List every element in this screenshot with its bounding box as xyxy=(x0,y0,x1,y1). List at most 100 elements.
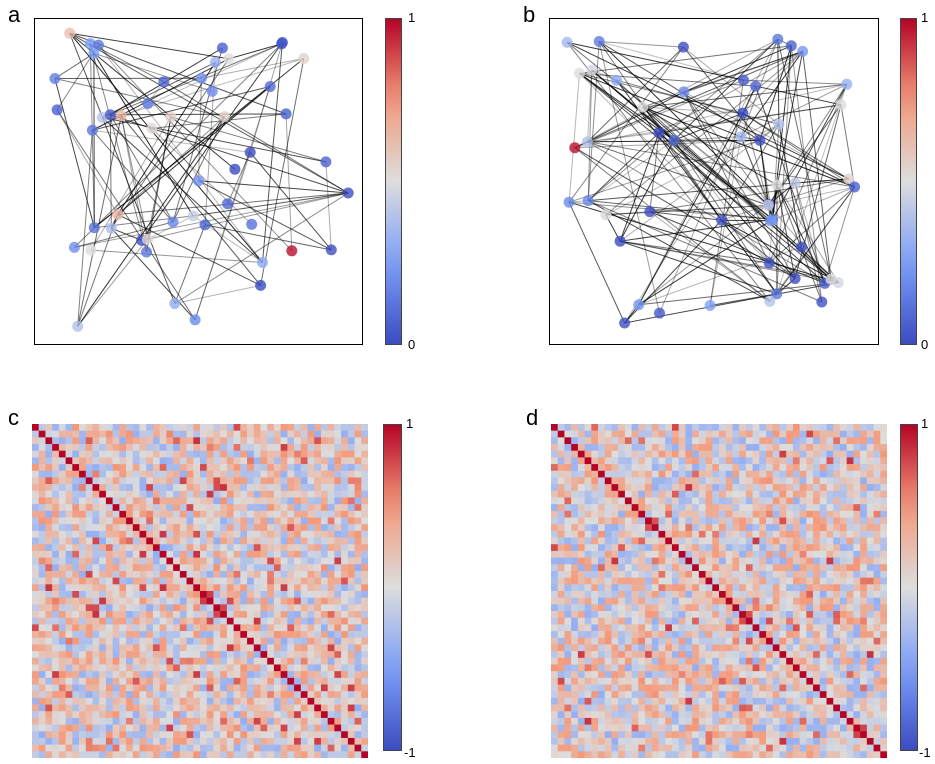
heatmap-cell xyxy=(247,644,255,652)
heatmap-cell xyxy=(267,684,275,692)
heatmap-cell xyxy=(65,577,73,585)
heatmap-cell xyxy=(752,644,760,652)
heatmap-cell xyxy=(766,530,774,538)
heatmap-cell xyxy=(193,424,201,431)
heatmap-cell xyxy=(193,631,201,639)
heatmap-cell xyxy=(584,631,592,639)
heatmap-cell xyxy=(571,577,579,585)
heatmap-cell xyxy=(139,450,147,458)
heatmap-cell xyxy=(658,530,666,538)
heatmap-cell xyxy=(624,497,632,505)
heatmap-cell xyxy=(253,671,261,679)
heatmap-cell xyxy=(280,517,288,525)
heatmap-cell xyxy=(213,637,221,645)
heatmap-cell xyxy=(577,450,585,458)
heatmap-cell xyxy=(361,677,368,685)
heatmap-cell xyxy=(880,490,887,498)
heatmap-cell xyxy=(105,530,113,538)
heatmap-cell xyxy=(752,604,760,612)
heatmap-cell xyxy=(866,497,874,505)
heatmap-cell xyxy=(307,544,315,552)
heatmap-cell xyxy=(166,524,174,532)
heatmap-cell xyxy=(159,677,167,685)
heatmap-cell xyxy=(685,644,693,652)
heatmap-cell xyxy=(846,611,854,619)
heatmap-cell xyxy=(52,751,60,758)
heatmap-cell xyxy=(591,470,599,478)
heatmap-cell xyxy=(631,577,639,585)
heatmap-cell xyxy=(247,744,255,752)
heatmap-cell xyxy=(146,557,154,565)
heatmap-cell xyxy=(85,517,93,525)
heatmap-cell xyxy=(58,537,66,545)
heatmap-cell xyxy=(79,611,87,619)
heatmap-cell xyxy=(551,631,559,639)
heatmap-cell xyxy=(564,584,572,592)
heatmap-cell xyxy=(866,584,874,592)
heatmap-cell xyxy=(739,524,747,532)
heatmap-cell xyxy=(200,570,208,578)
heatmap-cell xyxy=(732,437,740,445)
heatmap-cell xyxy=(300,597,308,605)
heatmap-cell xyxy=(866,564,874,572)
heatmap-cell xyxy=(819,637,827,645)
heatmap-cell xyxy=(132,517,140,525)
network-edge xyxy=(638,282,839,306)
heatmap-cell xyxy=(671,671,679,679)
heatmap-cell xyxy=(577,470,585,478)
heatmap-cell xyxy=(327,737,335,745)
heatmap-cell xyxy=(112,624,120,632)
heatmap-cell xyxy=(72,644,80,652)
heatmap-cell xyxy=(179,444,187,452)
heatmap-cell xyxy=(126,457,134,465)
heatmap-cell xyxy=(307,470,315,478)
heatmap-cell xyxy=(638,470,646,478)
heatmap-cell xyxy=(341,704,349,712)
heatmap-cell xyxy=(658,591,666,598)
heatmap-cell xyxy=(327,664,335,672)
heatmap-cell xyxy=(813,664,821,672)
heatmap-cell xyxy=(300,504,308,512)
heatmap-cell xyxy=(206,564,214,572)
heatmap-cell xyxy=(99,464,107,472)
heatmap-cell xyxy=(759,611,767,619)
heatmap-cell xyxy=(685,490,693,498)
heatmap-cell xyxy=(564,484,572,492)
heatmap-cell xyxy=(658,644,666,652)
heatmap-cell xyxy=(598,637,606,645)
heatmap-cell xyxy=(327,510,335,518)
heatmap-cell xyxy=(551,617,559,625)
heatmap-cell xyxy=(866,651,874,659)
heatmap-cell xyxy=(880,424,887,431)
heatmap-cell xyxy=(799,450,807,458)
heatmap-cell xyxy=(571,530,579,538)
heatmap-cell xyxy=(320,537,328,545)
heatmap-cell xyxy=(658,577,666,585)
network-edge xyxy=(69,32,263,263)
heatmap-cell xyxy=(732,510,740,518)
heatmap-cell xyxy=(598,477,606,485)
heatmap-cell xyxy=(846,450,854,458)
heatmap-cell xyxy=(712,671,720,679)
heatmap-cell xyxy=(341,430,349,438)
heatmap-cell xyxy=(873,611,881,619)
heatmap-cell xyxy=(200,517,208,525)
heatmap-cell xyxy=(745,430,753,438)
heatmap-cell xyxy=(32,724,40,732)
heatmap-cell xyxy=(651,477,659,485)
heatmap-cell xyxy=(557,577,565,585)
heatmap-cell xyxy=(52,497,60,505)
heatmap-cell xyxy=(200,731,208,739)
heatmap-cell xyxy=(92,557,100,565)
heatmap-cell xyxy=(745,470,753,478)
heatmap-cell xyxy=(772,691,780,699)
heatmap-cell xyxy=(766,437,774,445)
heatmap-cell xyxy=(267,537,275,545)
heatmap-cell xyxy=(557,591,565,598)
heatmap-cell xyxy=(806,450,814,458)
heatmap-cell xyxy=(307,584,315,592)
heatmap-cell xyxy=(658,617,666,625)
heatmap-cell xyxy=(846,437,854,445)
heatmap-cell xyxy=(658,544,666,552)
heatmap-cell xyxy=(658,611,666,619)
